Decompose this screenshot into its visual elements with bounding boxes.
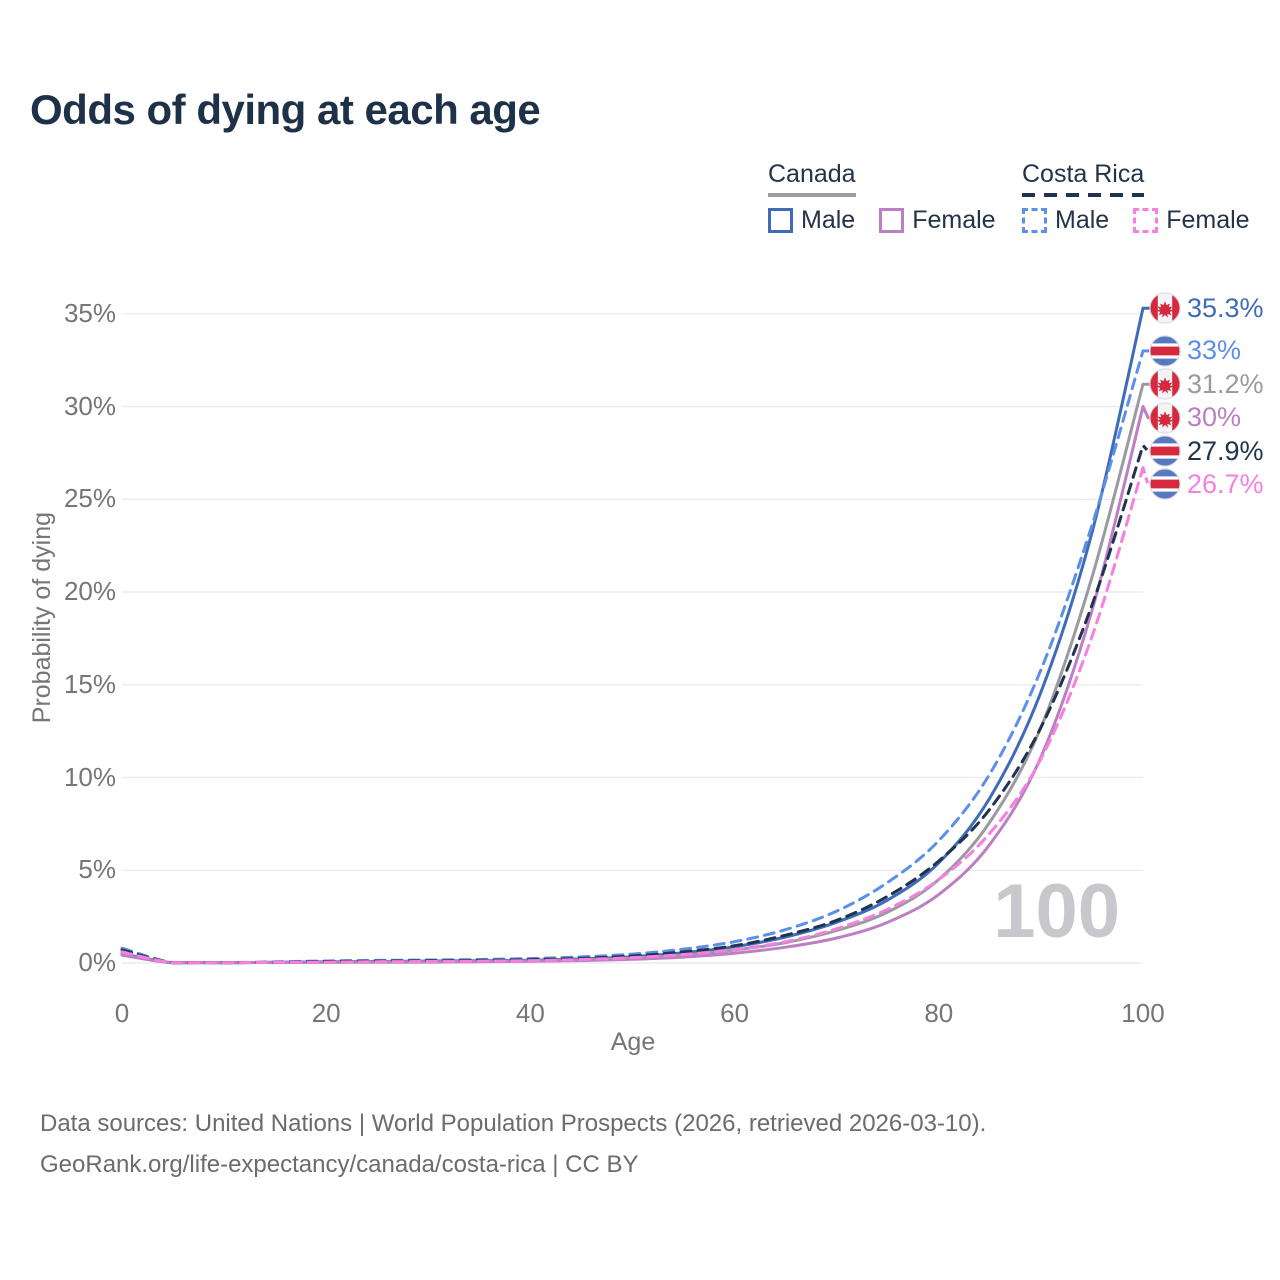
x-tick-label: 0 [114,998,130,1028]
series-line-costa-rica-both[interactable] [120,444,1145,965]
end-label-costa-rica-male: 33% [1149,335,1241,367]
end-label-canada-female: 30% [1149,402,1241,434]
x-tick-label: 60 [720,998,750,1028]
end-label-canada-male: 35.3% [1149,292,1264,324]
end-label-value: 31.2% [1187,368,1264,399]
x-tick-label: 80 [924,998,954,1028]
costa-rica-flag-icon [1149,435,1181,467]
costa-rica-flag-icon [1149,468,1181,501]
legend-item-canada-male[interactable]: Male [768,206,855,235]
costa-rica-line-swatch-icon [1022,193,1145,197]
legend-group-costa-rica: Costa Rica Male Female [1022,160,1250,235]
legend-item-label: Female [1166,206,1250,234]
legend-costa-rica-toggle[interactable]: Costa Rica [1022,160,1145,197]
legend-canada-toggle[interactable]: Canada [768,160,856,197]
end-label-canada-both: 31.2% [1149,368,1264,400]
y-tick-label: 25% [63,483,116,514]
legend-canada-label: Canada [768,160,856,188]
y-tick-label: 35% [63,297,116,328]
end-label-costa-rica-female: 26.7% [1149,468,1264,501]
canada-female-swatch-icon [879,208,905,233]
canada-line-swatch-icon [768,193,856,197]
series-line-costa-rica-female[interactable] [120,466,1145,965]
x-tick-label: 40 [515,998,545,1028]
legend-group-canada: Canada Male Female [768,160,996,235]
canada-flag-icon [1149,402,1181,434]
footer: Data sources: United Nations | World Pop… [40,1103,986,1185]
canada-flag-icon [1149,292,1181,324]
end-label-costa-rica-both: 27.9% [1149,435,1264,467]
legend-costa-rica-label: Costa Rica [1022,160,1145,188]
x-axis-title: Age [610,1028,656,1056]
costa-rica-male-swatch-icon [1022,208,1047,233]
end-label-value: 26.7% [1187,468,1264,499]
costa-rica-flag-icon [1149,335,1181,367]
end-label-value: 35.3% [1187,292,1264,323]
y-tick-label: 0% [78,947,116,977]
y-tick-label: 15% [63,668,116,699]
end-label-value: 30% [1187,402,1242,433]
page-title: Odds of dying at each age [30,86,541,133]
legend-item-label: Male [801,206,856,234]
legend-item-label: Female [912,206,996,234]
y-tick-label: 30% [63,390,116,421]
y-tick-label: 10% [63,761,116,792]
footer-data-sources: Data sources: United Nations | World Pop… [40,1110,987,1137]
legend-item-label: Male [1055,206,1110,234]
footer-attribution: GeoRank.org/life-expectancy/canada/costa… [40,1151,639,1178]
canada-male-swatch-icon [768,208,793,233]
x-tick-label: 20 [311,998,341,1028]
end-label-value: 27.9% [1187,435,1264,466]
canada-flag-icon [1149,368,1181,400]
costa-rica-female-swatch-icon [1133,208,1159,233]
legend-item-costa-rica-male[interactable]: Male [1022,206,1109,235]
legend-item-costa-rica-female[interactable]: Female [1133,206,1250,235]
watermark-age-100: 100 [993,869,1120,954]
y-tick-label: 20% [63,576,116,606]
legend-item-canada-female[interactable]: Female [879,206,996,235]
y-tick-label: 5% [78,854,116,885]
end-label-value: 33% [1187,335,1242,366]
x-tick-label: 100 [1121,998,1165,1028]
